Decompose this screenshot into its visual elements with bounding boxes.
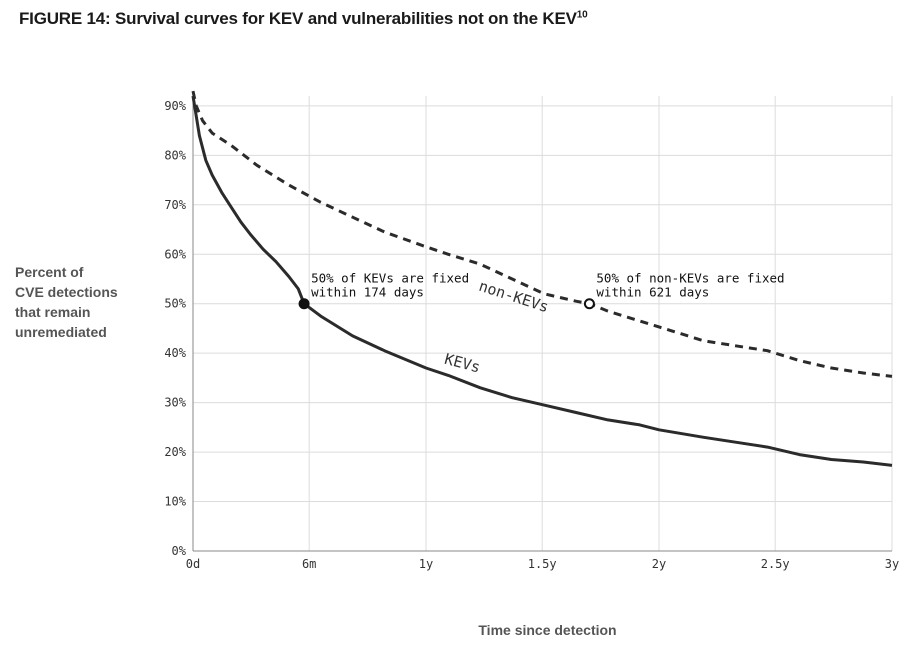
x-tick-label: 2y — [652, 557, 666, 571]
kev-line — [191, 95, 893, 467]
non-kev-line — [191, 90, 893, 378]
median-marker-non-kev — [583, 298, 595, 310]
figure-title-footnote: 10 — [576, 9, 588, 21]
x-tick-label: 1.5y — [528, 557, 557, 571]
figure-title-text: FIGURE 14: Survival curves for KEV and v… — [19, 9, 577, 28]
annotation-line: within 621 days — [596, 285, 709, 300]
axes: 0% 10% 20% 30% 40% 50% 60% 70% 80% 90% 0d 6m 1y 1.5y 2… — [164, 92, 899, 571]
x-axis-label: Time since detection — [478, 622, 617, 638]
y-axis-label-line: that remain — [15, 304, 91, 320]
y-tick-label: 70% — [164, 198, 186, 212]
y-tick-label: 80% — [164, 148, 186, 162]
y-tick-label: 30% — [164, 396, 186, 410]
y-axis-label-line: CVE detections — [15, 284, 118, 300]
y-tick-label: 90% — [164, 99, 186, 113]
y-axis-label: Percent of CVE detections that remain un… — [15, 262, 145, 342]
series-group — [191, 90, 893, 467]
y-tick-label: 10% — [164, 495, 186, 509]
x-tick-label: 3y — [885, 557, 899, 571]
annotation-line: within 174 days — [311, 285, 424, 300]
y-tick-label: 50% — [164, 297, 186, 311]
y-axis-label-line: Percent of — [15, 264, 84, 280]
x-tick-label: 1y — [419, 557, 433, 571]
x-tick-label: 0d — [186, 557, 200, 571]
annotation-line: 50% of non-KEVs are fixed — [596, 271, 784, 286]
y-axis-label-line: unremediated — [15, 324, 107, 340]
annotation-line: 50% of KEVs are fixed — [311, 271, 469, 286]
x-tick-label: 2.5y — [761, 557, 790, 571]
y-tick-label: 20% — [164, 445, 186, 459]
grid — [192, 96, 893, 551]
series-label: KEVs — [443, 350, 483, 377]
median-marker-kev — [298, 298, 310, 310]
x-tick-label: 6m — [302, 557, 316, 571]
y-tick-label: 40% — [164, 346, 186, 360]
y-tick-label: 60% — [164, 247, 186, 261]
figure-title: FIGURE 14: Survival curves for KEV and v… — [19, 9, 588, 29]
y-tick-label: 0% — [172, 544, 187, 558]
series-label: non-KEVs — [477, 277, 551, 316]
